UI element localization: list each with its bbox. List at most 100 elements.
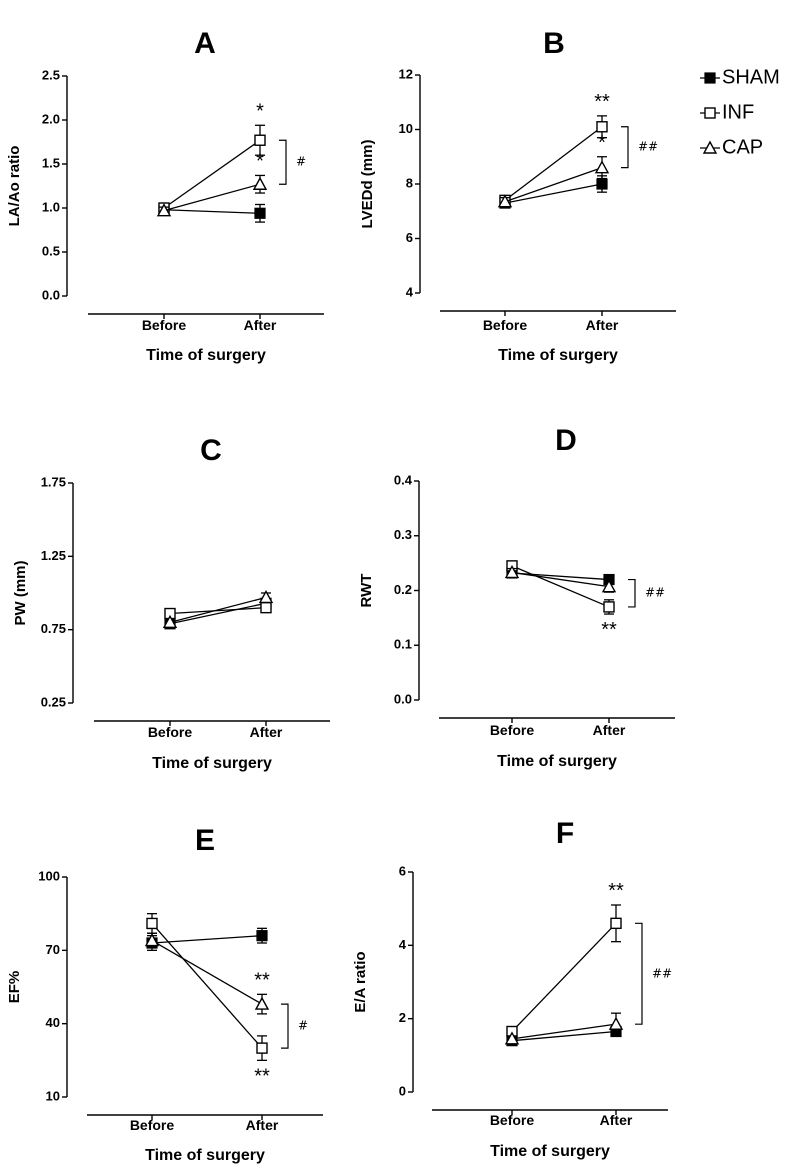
y-tick-label: 1.25: [41, 548, 66, 563]
series-cap: [504, 564, 617, 593]
y-tick-label: 100: [38, 868, 60, 883]
significance-mark: *: [256, 150, 264, 172]
y-tick-label: 40: [46, 1015, 60, 1030]
series-line: [151, 935, 263, 944]
data-point-marker: [258, 589, 274, 604]
x-tick-label-before: Before: [148, 724, 193, 740]
y-tick-label: 1.75: [41, 474, 66, 489]
y-tick-label: 0.75: [41, 621, 66, 636]
panel-letter-c: C: [200, 434, 222, 467]
series-line: [511, 565, 610, 608]
series-inf: [146, 913, 268, 1061]
x-tick-label-after: After: [246, 1117, 279, 1133]
y-tick-label: 10: [46, 1088, 60, 1103]
panel-d: D 0.0 0.1 0.2 0.3 0.4 RWT Before After Time of su…: [358, 424, 675, 770]
bracket-label: ##: [645, 586, 665, 600]
series-sham: [506, 1025, 622, 1047]
legend-item-cap: CAP: [700, 136, 763, 158]
legend-item-sham: SHAM: [700, 66, 780, 88]
series-sham: [164, 597, 272, 630]
data-point-marker: [156, 203, 172, 217]
series-inf: [506, 904, 622, 1038]
data-point-marker: [260, 601, 272, 614]
significance-bracket: #: [281, 1003, 308, 1049]
series-cap: [162, 589, 274, 629]
series-cap: [504, 1012, 624, 1045]
x-axis-label: Time of surgery: [152, 755, 272, 772]
panel-letter-d: D: [555, 424, 577, 457]
y-tick-label: 0.0: [394, 691, 412, 706]
bracket-label: #: [298, 1019, 308, 1033]
y-tick-label: 4: [406, 284, 414, 299]
y-tick-label: 0: [399, 1083, 406, 1098]
x-axis-label: Time of surgery: [145, 1147, 265, 1164]
bracket-label: #: [296, 155, 306, 169]
data-point-marker: [596, 121, 608, 133]
series-inf: [499, 115, 608, 207]
bracket-line: [621, 126, 629, 169]
panel-f: F 0 2 4 6 E/A ratio Before After Time of surgery…: [352, 817, 672, 1160]
y-axis-label: RWT: [358, 574, 375, 608]
significance-mark: **: [254, 1065, 270, 1087]
y-tick-label: 2.0: [42, 111, 60, 126]
significance-mark: *: [256, 100, 264, 122]
series-line: [511, 571, 610, 588]
series-line: [163, 139, 261, 209]
bracket-label: ##: [638, 140, 658, 154]
series-line: [511, 572, 610, 581]
legend-marker: [704, 107, 716, 119]
series-inf: [506, 560, 615, 615]
series-line: [511, 1023, 617, 1040]
data-point-marker: [254, 996, 270, 1010]
panel-b: B 4 6 8 10 12 LVEDd (mm) Before After Time of sur…: [359, 27, 676, 364]
data-point-marker: [497, 194, 513, 208]
y-axis-label: EF%: [6, 971, 23, 1004]
y-axis-label: LA/Ao ratio: [6, 146, 23, 227]
x-tick-label-after: After: [244, 317, 277, 333]
data-point-marker: [254, 207, 266, 219]
x-tick-label-before: Before: [130, 1117, 175, 1133]
panel-e: E 10 40 70 100 EF% Before After Time of surgery *…: [6, 824, 323, 1164]
y-tick-label: 0.5: [42, 243, 60, 258]
x-axis-label: Time of surgery: [498, 347, 618, 364]
series-line: [163, 209, 261, 214]
data-point-marker: [254, 134, 266, 146]
x-tick-label-after: After: [250, 724, 283, 740]
y-axis-label: E/A ratio: [352, 951, 369, 1012]
data-point-marker: [596, 178, 608, 190]
y-tick-label: 1.0: [42, 199, 60, 214]
x-axis-label: Time of surgery: [490, 1143, 610, 1160]
x-tick-label-after: After: [593, 722, 626, 738]
data-point-marker: [252, 176, 268, 190]
y-axis-label: PW (mm): [12, 561, 29, 626]
series-line: [151, 939, 263, 1005]
legend-marker: [702, 140, 718, 154]
y-tick-label: 0.0: [42, 287, 60, 302]
significance-mark: *: [598, 132, 606, 154]
panel-letter-a: A: [194, 27, 216, 60]
y-tick-label: 8: [406, 175, 413, 190]
y-tick-label: 70: [46, 942, 60, 957]
significance-mark: **: [594, 91, 610, 113]
series-inf: [158, 124, 266, 214]
bracket-line: [635, 922, 643, 1025]
significance-bracket: ##: [628, 578, 665, 608]
panel-letter-e: E: [195, 824, 215, 857]
legend-marker: [704, 72, 716, 84]
x-axis-label: Time of surgery: [146, 347, 266, 364]
significance-bracket: #: [279, 139, 306, 185]
significance-bracket: ##: [635, 922, 672, 1025]
data-point-marker: [603, 601, 615, 613]
series-line: [511, 1030, 617, 1042]
series-line: [169, 596, 267, 623]
data-point-marker: [256, 1042, 268, 1054]
panel-letter-b: B: [543, 27, 565, 60]
bracket-label: ##: [652, 966, 672, 980]
bracket-line: [628, 578, 636, 608]
significance-bracket: ##: [621, 126, 658, 169]
y-tick-label: 0.1: [394, 637, 412, 652]
y-tick-label: 6: [399, 863, 406, 878]
data-point-marker: [256, 930, 268, 942]
series-cap: [497, 156, 610, 208]
